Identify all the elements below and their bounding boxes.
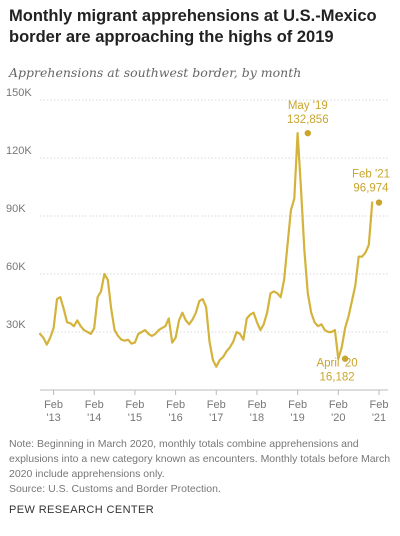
annotation-value-label: 96,974 (353, 183, 389, 195)
y-tick-label: 120K (6, 145, 32, 157)
note-text: Note: Beginning in March 2020, monthly t… (9, 438, 391, 480)
pew-research-center-logo: PEW RESEARCH CENTER (9, 504, 155, 516)
annotation-label: Feb '21 (352, 169, 390, 181)
chart-title: Monthly migrant apprehensions at U.S.-Me… (9, 7, 377, 46)
annotation-label: April '20 (316, 358, 357, 370)
y-tick-label: 150K (6, 87, 32, 99)
source-text: Source: U.S. Customs and Border Protecti… (9, 483, 221, 495)
annotation-point (375, 199, 383, 206)
y-tick-label: 60K (6, 261, 26, 273)
x-tick-label: '18 (250, 412, 264, 424)
chart-subtitle: Apprehensions at southwest border, by mo… (9, 65, 302, 80)
annotation-point (304, 129, 312, 137)
line-chart: 30K60K90K120K150KFeb'13Feb'14Feb'15Feb'1… (6, 87, 390, 424)
annotation-point (341, 355, 349, 362)
x-tick-label: Feb (329, 399, 348, 411)
x-tick-label: '21 (372, 412, 386, 424)
annotation-label: May '19 (288, 100, 328, 112)
annotation-value-label: 16,182 (320, 372, 355, 384)
x-tick-label: '20 (331, 412, 345, 424)
x-tick-label: '17 (209, 412, 223, 424)
x-tick-label: '14 (87, 412, 101, 424)
x-tick-label: Feb (85, 399, 104, 411)
x-tick-label: Feb (44, 399, 63, 411)
chart-notes: Note: Beginning in March 2020, monthly t… (9, 437, 394, 497)
x-tick-label: '15 (128, 412, 142, 424)
annotation-value-label: 132,856 (287, 114, 329, 126)
x-tick-label: Feb (247, 399, 266, 411)
x-tick-label: Feb (207, 399, 226, 411)
x-tick-label: '13 (46, 412, 60, 424)
y-tick-label: 30K (6, 319, 26, 331)
x-tick-label: Feb (166, 399, 185, 411)
x-tick-label: '16 (168, 412, 182, 424)
x-tick-label: Feb (370, 399, 389, 411)
series-line (38, 132, 374, 368)
x-tick-label: Feb (125, 399, 144, 411)
x-tick-label: '19 (290, 412, 304, 424)
x-tick-label: Feb (288, 399, 307, 411)
y-tick-label: 90K (6, 203, 26, 215)
